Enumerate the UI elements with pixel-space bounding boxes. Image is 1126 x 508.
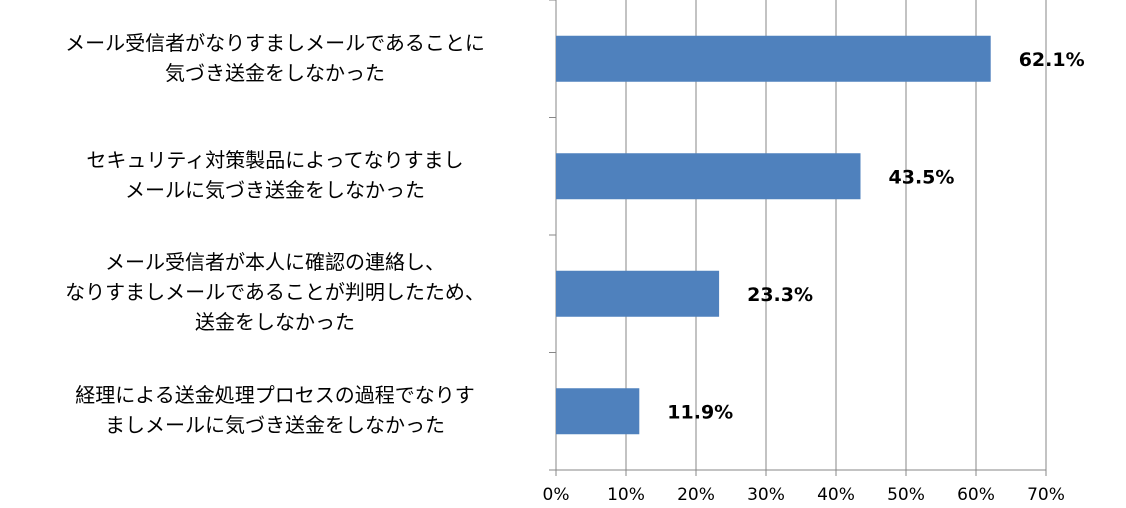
bar-4 <box>556 388 640 435</box>
category-label-4: 経理による送金処理プロセスの過程でなりす ましメールに気づき送金をしなかった <box>75 383 475 437</box>
category-label-2: セキュリティ対策製品によってなりすまし メールに気づき送金をしなかった <box>86 148 464 202</box>
data-label-1: 62.1% <box>1019 49 1085 71</box>
category-label-3: メール受信者が本人に確認の連絡し、 なりすましメールであることが判明したため、 … <box>65 250 485 334</box>
category-label-1: メール受信者がなりすましメールであることに 気づき送金をしなかった <box>65 31 485 85</box>
x-tick-label-6: 60% <box>957 485 995 505</box>
x-tick-label-0: 0% <box>543 485 570 505</box>
x-tick-label-5: 50% <box>887 485 925 505</box>
x-tick-label-1: 10% <box>607 485 645 505</box>
data-label-2: 43.5% <box>889 166 955 188</box>
bar-1 <box>556 35 991 82</box>
x-tick-label-7: 70% <box>1027 485 1065 505</box>
bar-3 <box>556 270 720 317</box>
x-tick-label-4: 40% <box>817 485 855 505</box>
data-label-4: 11.9% <box>667 401 733 423</box>
bar-2 <box>556 153 861 200</box>
data-label-3: 23.3% <box>747 284 813 306</box>
x-tick-label-2: 20% <box>677 485 715 505</box>
x-tick-label-3: 30% <box>747 485 785 505</box>
